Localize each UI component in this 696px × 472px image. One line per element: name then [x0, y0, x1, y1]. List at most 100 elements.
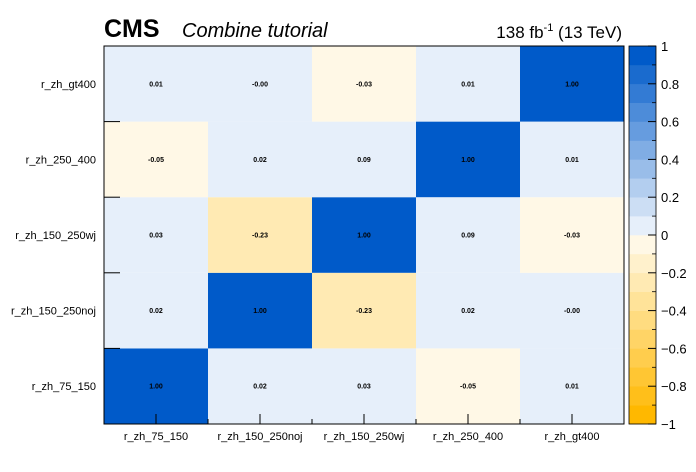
colorbar-segment [629, 235, 656, 255]
cell-value-label: 0.01 [149, 81, 163, 88]
x-tick-label: r_zh_250_400 [433, 431, 503, 443]
colorbar-tick-label: 1 [661, 39, 668, 54]
heatmap-cell [416, 46, 520, 122]
y-tick-label: r_zh_75_150 [32, 381, 96, 393]
x-tick-label: r_zh_150_250wj [324, 431, 405, 443]
plot-frame [103, 45, 625, 425]
colorbar [628, 45, 657, 425]
heatmap-cell [416, 121, 520, 198]
y-tick-label: r_zh_150_250wj [15, 230, 96, 242]
colorbar-tick-label: −0.4 [661, 304, 687, 319]
heatmap-cell [208, 348, 312, 424]
heatmap-cell-labels: 1.00 0.02 0.03 -0.05 0.01 0.02 1.00 -0.23 0.02 -0… [148, 81, 580, 390]
heatmap-cell [208, 197, 312, 273]
heatmap-cell [416, 272, 520, 349]
lumi-label: 138 fb-1 (13 TeV) [496, 22, 622, 42]
heatmap-cell [104, 197, 208, 273]
x-tick-label: r_zh_gt400 [544, 431, 599, 443]
cell-value-label: 0.02 [149, 308, 163, 315]
colorbar-tick-label: 0 [661, 228, 668, 243]
colorbar-segment [629, 329, 656, 349]
colorbar-segment [629, 272, 656, 292]
cell-value-label: 0.02 [253, 157, 267, 164]
cell-value-label: -0.00 [564, 308, 580, 315]
cell-value-label: -0.23 [356, 308, 372, 315]
cell-value-label: 0.01 [461, 81, 475, 88]
y-axis-ticks: r_zh_75_150 r_zh_150_250noj r_zh_150_250wj… [11, 79, 120, 393]
heatmap-cell [312, 46, 416, 122]
cell-value-label: 0.01 [565, 157, 579, 164]
heatmap-cell [520, 121, 624, 198]
colorbar-tick-label: 0.6 [661, 115, 679, 130]
cell-value-label: 1.00 [461, 157, 475, 164]
heatmap-cell [312, 348, 416, 424]
lumi-value: 138 fb [496, 23, 543, 42]
heatmap-cell [520, 272, 624, 349]
extra-text: Combine tutorial [182, 20, 328, 42]
cell-value-label: 0.03 [357, 384, 371, 391]
colorbar-segment [629, 197, 656, 217]
colorbar-segment [629, 159, 656, 179]
colorbar-tick-label: −0.8 [661, 379, 687, 394]
heatmap-cell [312, 197, 416, 273]
cell-value-label: 1.00 [357, 233, 371, 240]
experiment-label: CMS [104, 15, 160, 43]
lumi-energy: (13 TeV) [553, 23, 622, 42]
colorbar-segment [629, 121, 656, 141]
heatmap-cells [104, 46, 624, 424]
cell-value-label: 1.00 [149, 384, 163, 391]
cell-value-label: -0.03 [356, 81, 372, 88]
cell-value-label: -0.05 [148, 157, 164, 164]
colorbar-segment [629, 178, 656, 198]
colorbar-segment [629, 83, 656, 103]
lumi-exponent: -1 [544, 22, 554, 34]
cell-value-label: -0.05 [460, 384, 476, 391]
colorbar-segment [629, 253, 656, 274]
heatmap-cell [520, 46, 624, 122]
heatmap-cell [104, 46, 208, 122]
cell-value-label: 1.00 [565, 81, 579, 88]
colorbar-segment [629, 291, 656, 311]
colorbar-tick-label: −0.2 [661, 266, 687, 281]
cell-value-label: -0.03 [564, 233, 580, 240]
colorbar-tick-label: 0.2 [661, 190, 679, 205]
cell-value-label: -0.00 [252, 81, 268, 88]
colorbar-tick-label: 0.4 [661, 152, 679, 167]
colorbar-segment [629, 405, 656, 425]
heatmap-cell [312, 121, 416, 198]
heatmap-cell [104, 348, 208, 424]
x-axis-ticks: r_zh_75_150 r_zh_150_250noj r_zh_150_250wj… [124, 414, 600, 443]
heatmap-cell [520, 348, 624, 424]
cell-value-label: 0.01 [565, 384, 579, 391]
colorbar-segment [629, 216, 656, 236]
colorbar-segment [629, 102, 656, 122]
heatmap-cell [208, 121, 312, 198]
colorbar-segment [629, 348, 656, 368]
colorbar-tick-label: 0.8 [661, 77, 679, 92]
colorbar-segment [629, 64, 656, 85]
cell-value-label: 0.09 [357, 157, 371, 164]
heatmap-cell [208, 46, 312, 122]
cell-value-label: 0.03 [149, 233, 163, 240]
cell-value-label: -0.23 [252, 233, 268, 240]
x-tick-label: r_zh_150_250noj [217, 431, 302, 443]
colorbar-ticks: 1 0.8 0.6 0.4 0.2 0 −0.2 −0.4 −0.6 −0.8 −1 [648, 39, 687, 432]
colorbar-segment [629, 310, 656, 330]
colorbar-segment [629, 386, 656, 406]
y-tick-label: r_zh_150_250noj [11, 306, 96, 318]
heatmap-cell [520, 197, 624, 273]
y-tick-label: r_zh_250_400 [26, 154, 96, 166]
cell-value-label: 1.00 [253, 308, 267, 315]
heatmap-cell [312, 272, 416, 349]
x-tick-label: r_zh_75_150 [124, 431, 188, 443]
colorbar-segment [629, 367, 656, 387]
heatmap-cell [104, 272, 208, 349]
heatmap-cell [104, 121, 208, 198]
heatmap-cell [208, 272, 312, 349]
colorbar-tick-label: −1 [661, 417, 676, 432]
colorbar-segment [629, 46, 656, 66]
heatmap-cell [416, 197, 520, 273]
colorbar-segment [629, 140, 656, 160]
cell-value-label: 0.02 [461, 308, 475, 315]
